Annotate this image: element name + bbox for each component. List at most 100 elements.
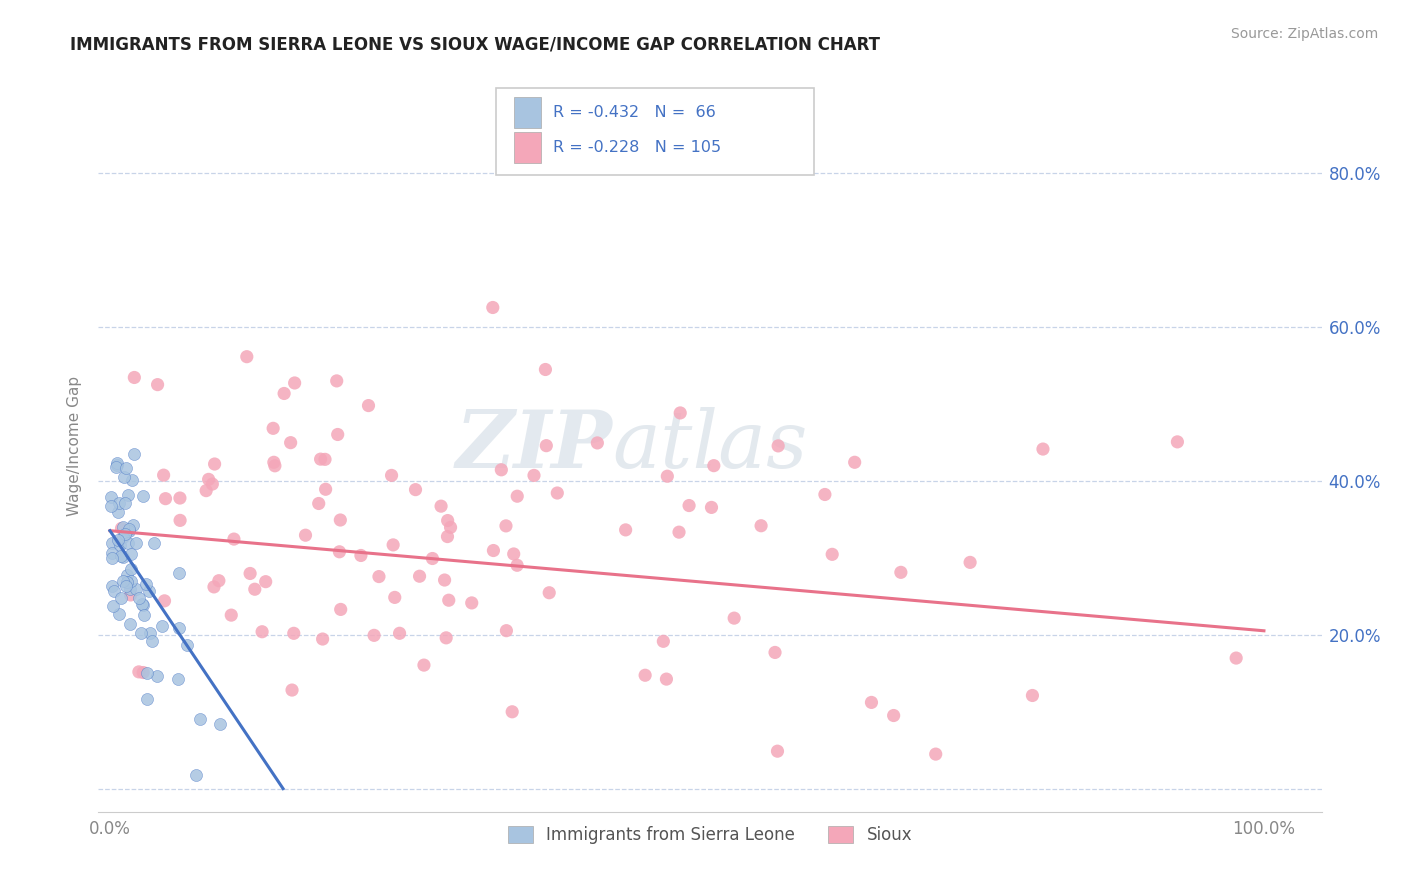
Point bbox=[959, 555, 981, 569]
Point bbox=[314, 452, 336, 467]
Point bbox=[501, 705, 523, 719]
Point bbox=[506, 489, 529, 503]
Point bbox=[104, 460, 127, 475]
Point bbox=[114, 496, 136, 510]
Point bbox=[122, 517, 145, 532]
Point bbox=[308, 496, 330, 510]
Point bbox=[128, 591, 150, 606]
Point bbox=[382, 538, 405, 552]
Point bbox=[208, 574, 231, 588]
Point bbox=[502, 547, 524, 561]
Point bbox=[125, 536, 148, 550]
Point bbox=[925, 747, 948, 761]
Point bbox=[481, 301, 503, 315]
Point bbox=[329, 602, 352, 616]
Point bbox=[124, 447, 146, 461]
Point bbox=[388, 626, 411, 640]
Point bbox=[536, 439, 558, 453]
Point bbox=[108, 607, 131, 621]
Point bbox=[380, 468, 402, 483]
Point bbox=[105, 458, 128, 472]
Point bbox=[117, 568, 139, 582]
Point bbox=[142, 536, 165, 550]
Point bbox=[120, 547, 142, 561]
FancyBboxPatch shape bbox=[496, 87, 814, 176]
Point bbox=[439, 520, 461, 534]
Point bbox=[586, 436, 609, 450]
Point bbox=[250, 624, 273, 639]
Point bbox=[263, 455, 285, 469]
Point bbox=[363, 628, 385, 642]
Point bbox=[766, 439, 789, 453]
Point bbox=[315, 483, 337, 497]
Point bbox=[117, 574, 139, 589]
Point bbox=[152, 468, 174, 483]
Point bbox=[124, 370, 146, 384]
Point bbox=[132, 599, 155, 613]
Point bbox=[890, 566, 912, 580]
Point bbox=[101, 579, 124, 593]
Point bbox=[169, 513, 191, 527]
Point bbox=[534, 362, 557, 376]
Point bbox=[204, 457, 226, 471]
Y-axis label: Wage/Income Gap: Wage/Income Gap bbox=[67, 376, 83, 516]
Point bbox=[100, 499, 122, 513]
Point bbox=[538, 586, 561, 600]
Point bbox=[634, 668, 657, 682]
Point bbox=[325, 374, 347, 388]
Point bbox=[311, 632, 333, 646]
Point bbox=[188, 712, 211, 726]
Point bbox=[146, 377, 169, 392]
Point bbox=[821, 547, 844, 561]
Point bbox=[169, 566, 191, 580]
Point bbox=[723, 611, 745, 625]
Text: R = -0.432   N =  66: R = -0.432 N = 66 bbox=[554, 105, 716, 120]
Point bbox=[197, 472, 219, 486]
Point bbox=[131, 597, 153, 611]
Point bbox=[135, 577, 157, 591]
Point bbox=[436, 530, 458, 544]
Point bbox=[186, 767, 208, 781]
Point bbox=[103, 584, 125, 599]
Point bbox=[134, 607, 156, 622]
Point bbox=[326, 427, 349, 442]
Point bbox=[167, 621, 190, 635]
Point bbox=[112, 470, 135, 484]
Point bbox=[844, 455, 866, 469]
Point bbox=[112, 520, 135, 534]
Point bbox=[254, 574, 277, 589]
Point bbox=[1225, 651, 1247, 665]
Point bbox=[614, 523, 637, 537]
Text: Source: ZipAtlas.com: Source: ZipAtlas.com bbox=[1230, 27, 1378, 41]
Point bbox=[146, 669, 169, 683]
Point bbox=[117, 536, 139, 550]
Point bbox=[368, 569, 391, 583]
Point bbox=[101, 599, 124, 613]
Point bbox=[117, 488, 139, 502]
Point bbox=[262, 421, 284, 435]
Point bbox=[652, 634, 675, 648]
Point bbox=[100, 490, 122, 504]
Point bbox=[219, 608, 242, 623]
Point bbox=[408, 569, 430, 583]
Point bbox=[118, 582, 141, 596]
Point bbox=[1021, 689, 1043, 703]
Point bbox=[132, 665, 155, 680]
Point bbox=[482, 543, 505, 558]
Point bbox=[155, 491, 177, 506]
Point bbox=[153, 594, 176, 608]
Point bbox=[294, 528, 316, 542]
Point bbox=[495, 519, 517, 533]
Point bbox=[120, 562, 142, 576]
Point bbox=[108, 496, 131, 510]
Point bbox=[139, 626, 162, 640]
Point bbox=[495, 624, 517, 638]
Point bbox=[1166, 434, 1188, 449]
Point bbox=[111, 574, 134, 588]
Point bbox=[128, 665, 150, 679]
Point bbox=[284, 376, 307, 390]
Point bbox=[152, 619, 174, 633]
Point bbox=[101, 536, 124, 550]
Point bbox=[120, 574, 142, 588]
Point bbox=[201, 477, 224, 491]
